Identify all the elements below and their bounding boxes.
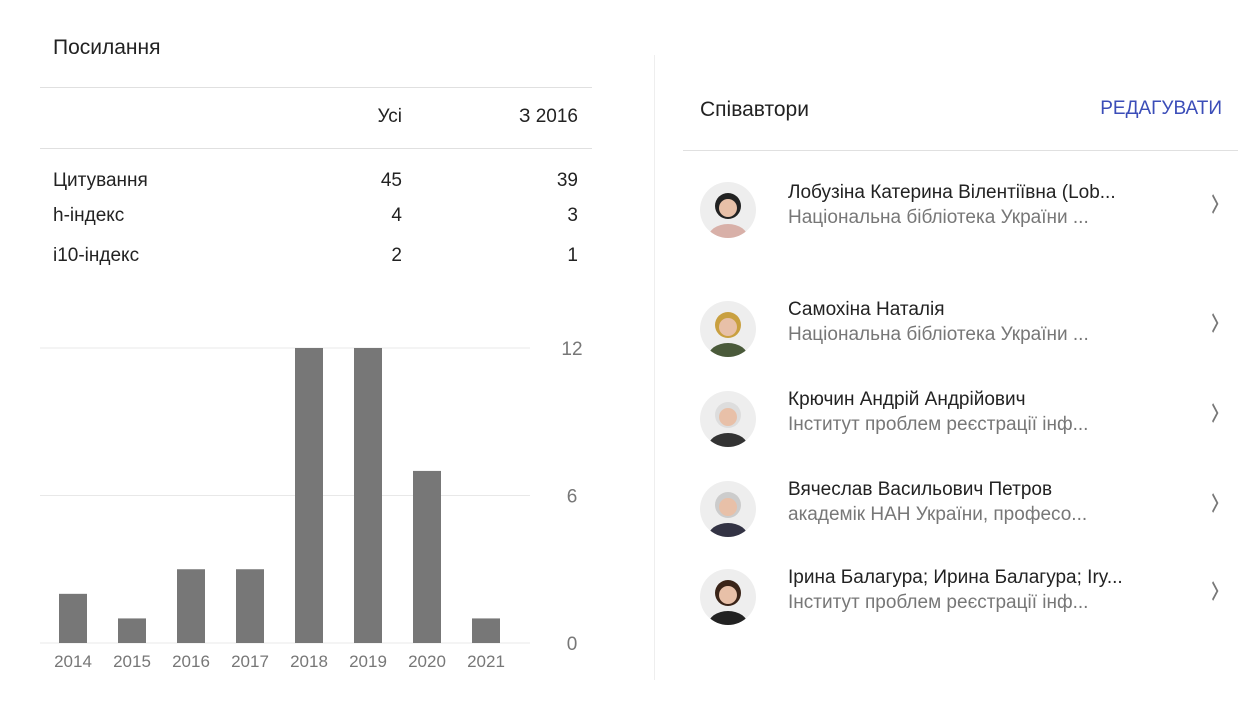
column-header: Усі [322, 106, 402, 128]
coauthor-text: Ірина Балагура; Ирина Балагура; Iry...Ін… [788, 565, 1158, 615]
coauthor-affiliation: академік НАН України, професо... [788, 502, 1158, 527]
coauthor-name[interactable]: Ірина Балагура; Ирина Балагура; Iry... [788, 565, 1158, 590]
x-tick-label: 2017 [231, 652, 269, 671]
x-tick-label: 2015 [113, 652, 151, 671]
chevron[interactable] [1211, 192, 1219, 223]
bar [354, 348, 382, 643]
row-label: h-індекс [53, 205, 124, 227]
cell-value: 3 [498, 205, 578, 227]
column-header: З 2016 [498, 106, 578, 128]
cell-value: 45 [322, 170, 402, 192]
avatar-image [700, 481, 756, 537]
bar [472, 618, 500, 643]
avatar-image [700, 569, 756, 625]
chevron-icon [1211, 401, 1219, 425]
vertical-divider [654, 55, 655, 680]
coauthor-item[interactable]: Лобузіна Катерина Вілентіївна (Lob...Нац… [690, 180, 1238, 270]
coauthor-name[interactable]: Вячеслав Васильович Петров [788, 477, 1158, 502]
row-label: i10-індекс [53, 245, 139, 267]
row-label: Цитування [53, 170, 148, 192]
chevron[interactable] [1211, 401, 1219, 432]
chevron-icon [1211, 579, 1219, 603]
coauthor-item[interactable]: Ірина Балагура; Ирина Балагура; Iry...Ін… [690, 565, 1238, 655]
avatar [700, 301, 756, 357]
divider [40, 148, 592, 149]
chevron-icon [1211, 311, 1219, 335]
y-tick-label: 6 [567, 487, 578, 508]
avatar [700, 391, 756, 447]
x-tick-label: 2019 [349, 652, 387, 671]
avatar [700, 569, 756, 625]
bar [59, 594, 87, 643]
bar [413, 471, 441, 643]
chart: 0 6 12 2014 2015 2016 2017 2018 2019 2020 2021 [0, 300, 600, 690]
chevron[interactable] [1211, 311, 1219, 342]
avatar-image [700, 182, 756, 238]
x-tick-label: 2016 [172, 652, 210, 671]
x-tick-label: 2020 [408, 652, 446, 671]
cell-value: 1 [498, 245, 578, 267]
y-tick-label: 0 [567, 634, 578, 655]
divider [40, 87, 592, 88]
avatar-image [700, 391, 756, 447]
bar [295, 348, 323, 643]
coauthor-name[interactable]: Крючин Андрій Андрійович [788, 387, 1158, 412]
bar [118, 618, 146, 643]
bar [177, 569, 205, 643]
coauthor-name[interactable]: Самохіна Наталія [788, 297, 1158, 322]
coauthor-affiliation: Національна бібліотека України ... [788, 322, 1158, 347]
avatar-image [700, 301, 756, 357]
avatar [700, 182, 756, 238]
chevron[interactable] [1211, 579, 1219, 610]
section-title: Співавтори [700, 98, 809, 122]
coauthor-affiliation: Національна бібліотека України ... [788, 205, 1158, 230]
cell-value: 4 [322, 205, 402, 227]
avatar [700, 481, 756, 537]
chevron-icon [1211, 192, 1219, 216]
coauthor-text: Лобузіна Катерина Вілентіївна (Lob...Нац… [788, 180, 1158, 230]
page: Посилання Усі З 2016 Цитування 45 39 h-інде… [0, 0, 1238, 711]
x-tick-label: 2018 [290, 652, 328, 671]
cell-value: 39 [498, 170, 578, 192]
bar [236, 569, 264, 643]
edit-button[interactable]: РЕДАГУВАТИ [1100, 98, 1222, 120]
section-title: Посилання [53, 36, 161, 60]
x-tick-label: 2014 [54, 652, 92, 671]
chevron[interactable] [1211, 491, 1219, 522]
coauthor-name[interactable]: Лобузіна Катерина Вілентіївна (Lob... [788, 180, 1158, 205]
y-tick-label: 12 [561, 339, 582, 360]
x-tick-label: 2021 [467, 652, 505, 671]
divider [683, 150, 1238, 151]
coauthor-affiliation: Інститут проблем реєстрації інф... [788, 412, 1158, 437]
cell-value: 2 [322, 245, 402, 267]
coauthor-affiliation: Інститут проблем реєстрації інф... [788, 590, 1158, 615]
chevron-icon [1211, 491, 1219, 515]
